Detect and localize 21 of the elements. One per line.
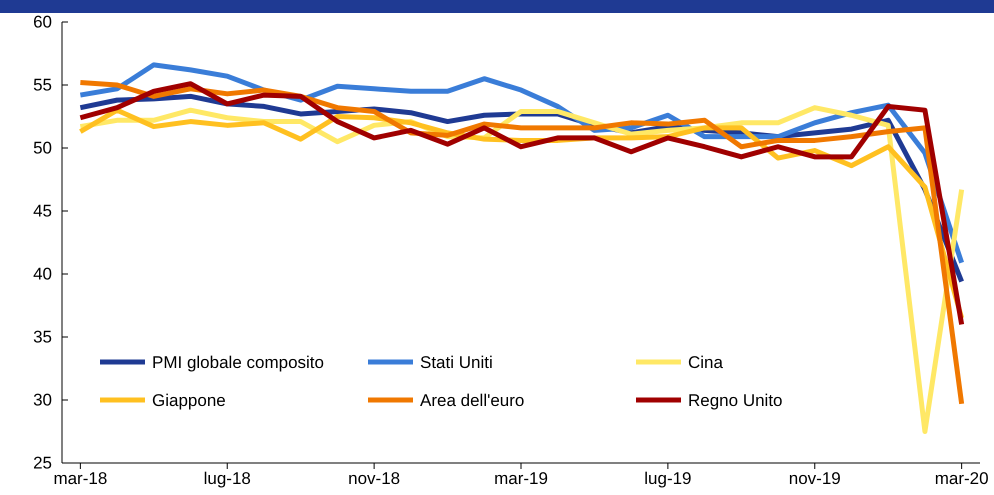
x-tick-label: nov-18 <box>348 469 400 488</box>
legend-label: Area dell'euro <box>420 391 524 410</box>
legend-label: Stati Uniti <box>420 353 493 372</box>
x-tick-label: lug-19 <box>644 469 692 488</box>
legend-label: Giappone <box>152 391 226 410</box>
y-tick-label: 25 <box>33 453 52 472</box>
x-tick-label: mar-19 <box>494 469 548 488</box>
x-tick-label: mar-18 <box>53 469 108 488</box>
legend-label: Cina <box>688 353 724 372</box>
x-tick-label: mar-20 <box>934 469 989 488</box>
y-tick-label: 55 <box>33 75 52 94</box>
legend-label: PMI globale composito <box>152 353 324 372</box>
y-tick-label: 40 <box>33 264 52 284</box>
legend-label: Regno Unito <box>688 391 783 410</box>
x-tick-label: lug-18 <box>204 469 251 488</box>
y-tick-label: 60 <box>33 12 52 32</box>
y-tick-label: 30 <box>33 390 52 410</box>
y-tick-label: 35 <box>33 327 52 346</box>
y-tick-label: 50 <box>33 138 52 158</box>
x-tick-label: nov-19 <box>788 469 841 488</box>
y-tick-label: 45 <box>33 201 52 220</box>
